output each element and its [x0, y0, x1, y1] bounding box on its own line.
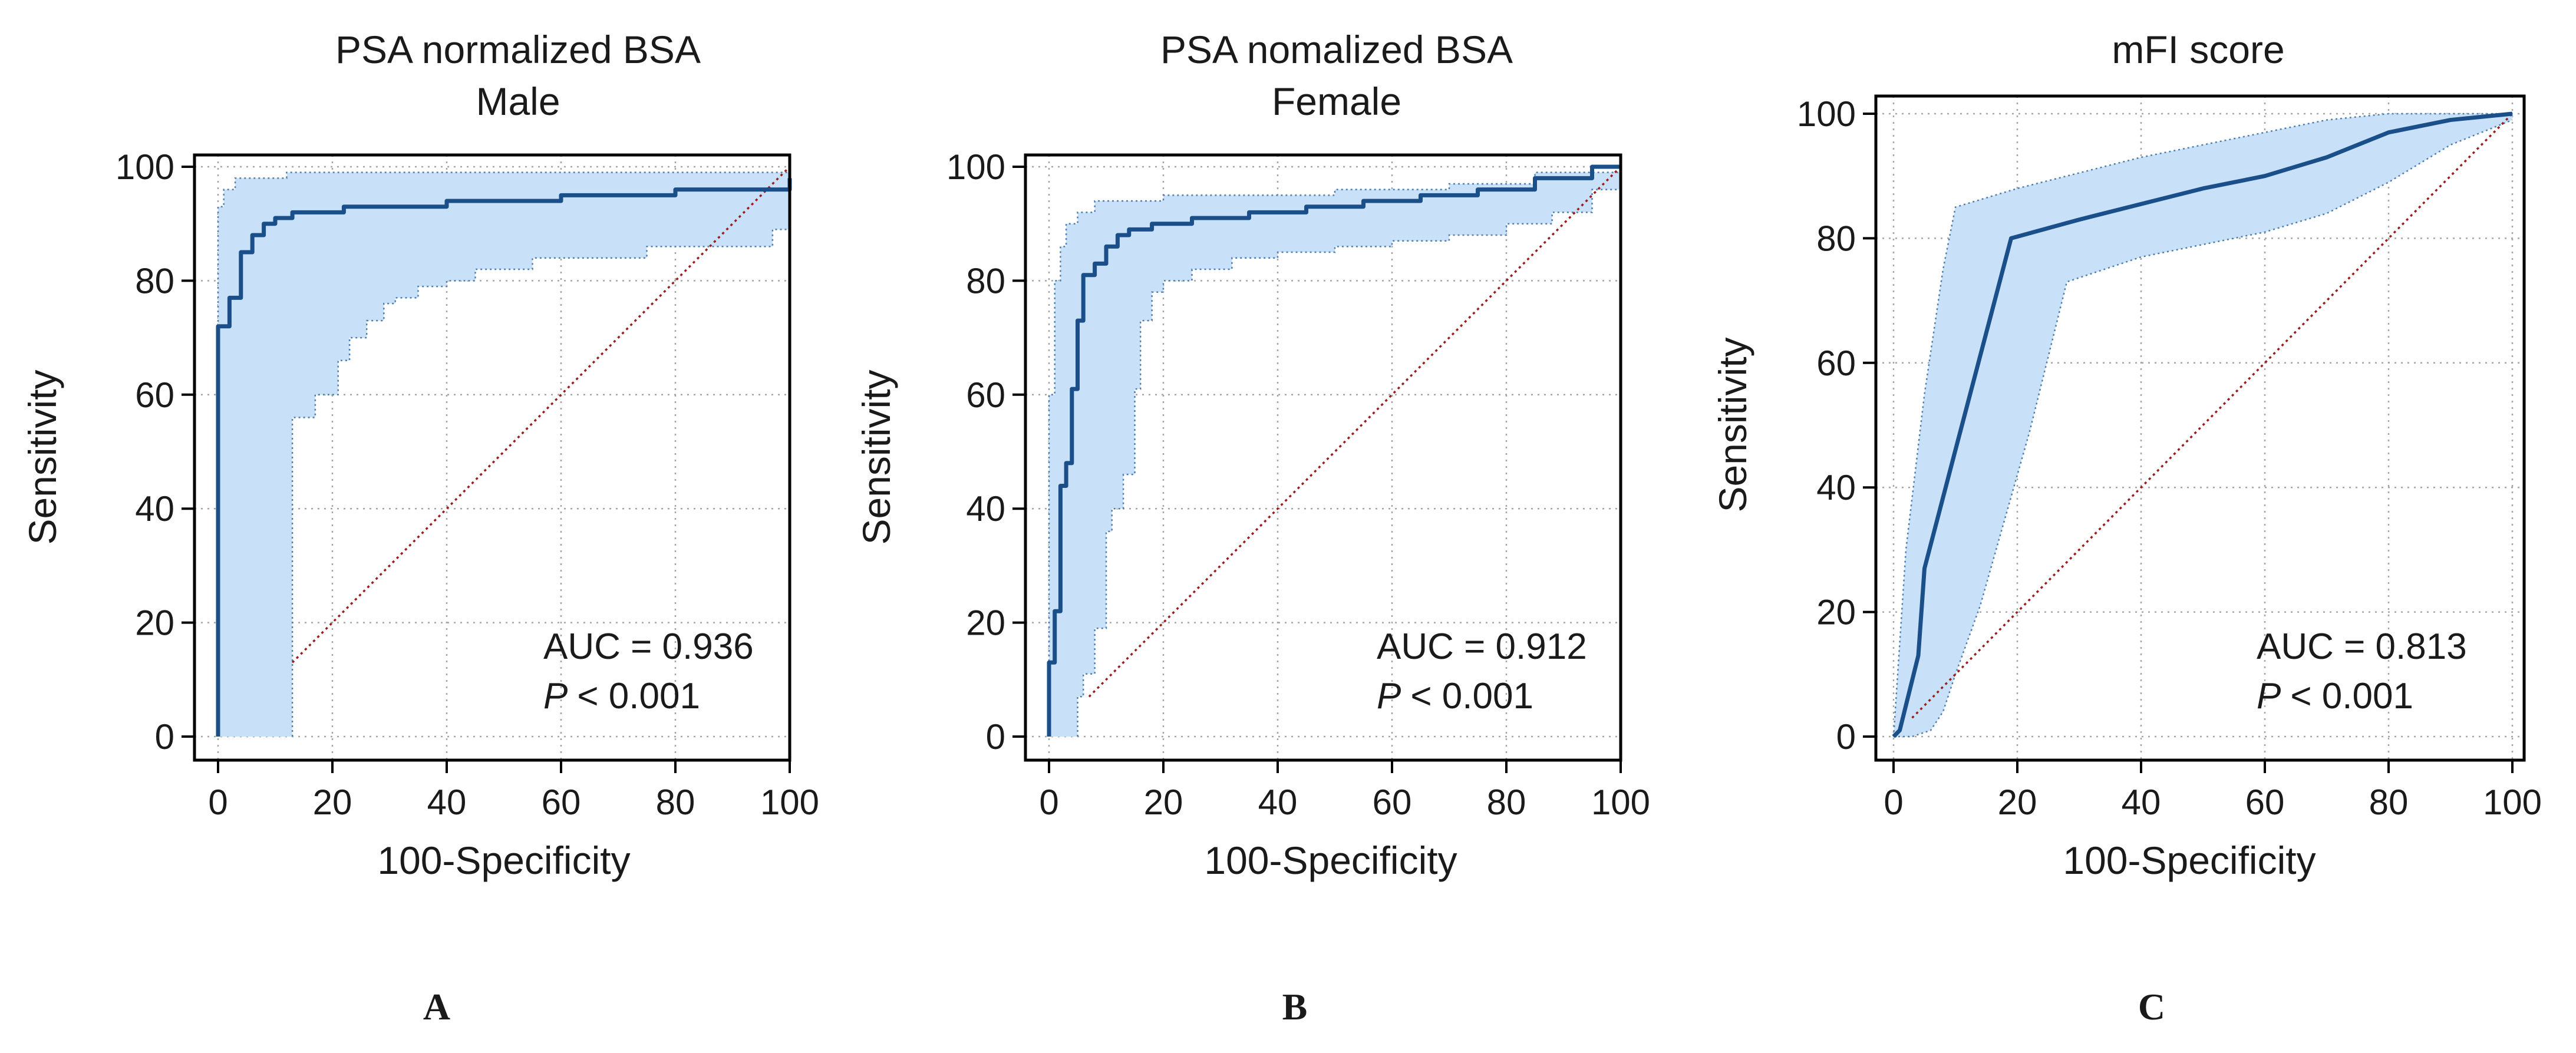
chart-title: PSA nomalized BSA: [1160, 28, 1513, 71]
y-tick-label: 80: [135, 261, 174, 301]
x-tick-label: 20: [1144, 783, 1183, 822]
roc-curve-line: [1047, 164, 1621, 737]
y-tick-label: 0: [986, 717, 1005, 757]
y-axis-label: Sensitivity: [21, 369, 64, 544]
y-tick-label: 60: [1816, 344, 1856, 383]
chart-title: mFI score: [2112, 28, 2284, 71]
reference-diagonal-line: [1911, 113, 2514, 719]
p-value-label: P < 0.001: [543, 676, 700, 717]
p-symbol: P: [1377, 676, 1401, 717]
axis-ticks: [1863, 113, 2514, 773]
x-tick-label: 60: [1373, 783, 1412, 822]
x-tick-label: 20: [313, 783, 352, 822]
x-tick-label: 80: [2369, 783, 2409, 822]
x-tick-label: 40: [1258, 783, 1298, 822]
ci-lower-line: [291, 218, 791, 737]
ci-upper-line: [1048, 171, 1621, 737]
x-tick-label: 40: [427, 783, 467, 822]
y-tick-label: 100: [116, 147, 174, 187]
x-tick-label: 0: [1039, 783, 1058, 822]
plot-frame: [1024, 153, 1622, 762]
x-tick-label: 60: [542, 783, 581, 822]
panel-c-chart: mFI score 0 20 40 60 80 100 0 20 40 60 8…: [1711, 28, 2542, 1028]
panel-letter: C: [2138, 986, 2165, 1028]
axis-ticks: [1012, 166, 1622, 773]
y-tick-label: 80: [966, 261, 1005, 301]
p-value: < 0.001: [1410, 676, 1533, 717]
x-tick-label: 0: [1884, 783, 1903, 822]
y-tick-label: 20: [1816, 593, 1856, 632]
x-tick-label: 0: [208, 783, 227, 822]
chart-subtitle: Female: [1272, 80, 1401, 123]
y-tick-label: 80: [1816, 219, 1856, 258]
y-tick-label: 0: [155, 717, 174, 757]
plot-area: [216, 166, 792, 737]
p-value-label: P < 0.001: [2257, 676, 2413, 717]
panel-letter: B: [1282, 986, 1308, 1028]
p-value-label: P < 0.001: [1377, 676, 1533, 717]
x-tick-label: 20: [1998, 783, 2037, 822]
x-axis-label: 100-Specificity: [2063, 839, 2316, 882]
x-tick-label: 60: [2245, 783, 2285, 822]
panel-letter: A: [423, 986, 450, 1028]
auc-label: AUC = 0.912: [1377, 626, 1587, 667]
y-tick-label: 100: [1797, 94, 1856, 134]
confidence-band-area: [218, 172, 790, 737]
roc-curve-line: [216, 178, 792, 737]
axis-ticks: [182, 166, 791, 773]
auc-label: AUC = 0.813: [2257, 626, 2467, 667]
chart-subtitle: Male: [476, 80, 560, 123]
x-axis-label: 100-Specificity: [1204, 839, 1457, 882]
y-tick-label: 20: [135, 603, 174, 643]
y-tick-label: 40: [966, 489, 1005, 529]
panel-b-chart: PSA nomalized BSA Female 0 20 40 60 80 1…: [855, 28, 1650, 1028]
y-tick-label: 60: [966, 375, 1005, 415]
y-axis-label: Sensitivity: [1711, 337, 1754, 512]
reference-diagonal-line: [1088, 166, 1622, 698]
p-value: < 0.001: [2290, 676, 2413, 717]
reference-diagonal-line: [291, 166, 791, 664]
plot-frame: [193, 153, 791, 762]
confidence-band-area: [1894, 114, 2512, 737]
panel-a-chart: PSA normalized BSA Male 0 20 40 60 80 10…: [21, 28, 819, 1028]
y-tick-label: 60: [135, 375, 174, 415]
x-tick-label: 80: [1487, 783, 1526, 822]
y-tick-label: 100: [946, 147, 1005, 187]
x-tick-label: 100: [1591, 783, 1650, 822]
chart-title: PSA normalized BSA: [335, 28, 701, 71]
plot-area: [1892, 111, 2514, 738]
y-tick-label: 40: [135, 489, 174, 529]
x-tick-label: 100: [2483, 783, 2542, 822]
plot-frame: [1874, 94, 2526, 762]
p-value: < 0.001: [577, 676, 700, 717]
x-axis-label: 100-Specificity: [377, 839, 630, 882]
confidence-band-area: [1049, 172, 1621, 737]
p-symbol: P: [2257, 676, 2281, 717]
p-symbol: P: [543, 676, 568, 717]
ci-lower-line: [1077, 189, 1621, 737]
x-tick-label: 100: [760, 783, 819, 822]
y-tick-label: 20: [966, 603, 1005, 643]
y-axis-label: Sensitivity: [855, 369, 898, 544]
roc-curve-line: [1892, 111, 2513, 738]
ci-lower-line: [1894, 119, 2513, 738]
y-tick-label: 40: [1816, 468, 1856, 507]
y-tick-label: 0: [1836, 717, 1856, 757]
x-tick-label: 40: [2122, 783, 2161, 822]
auc-label: AUC = 0.936: [543, 626, 754, 667]
plot-area: [1047, 164, 1622, 737]
x-tick-label: 80: [656, 783, 695, 822]
